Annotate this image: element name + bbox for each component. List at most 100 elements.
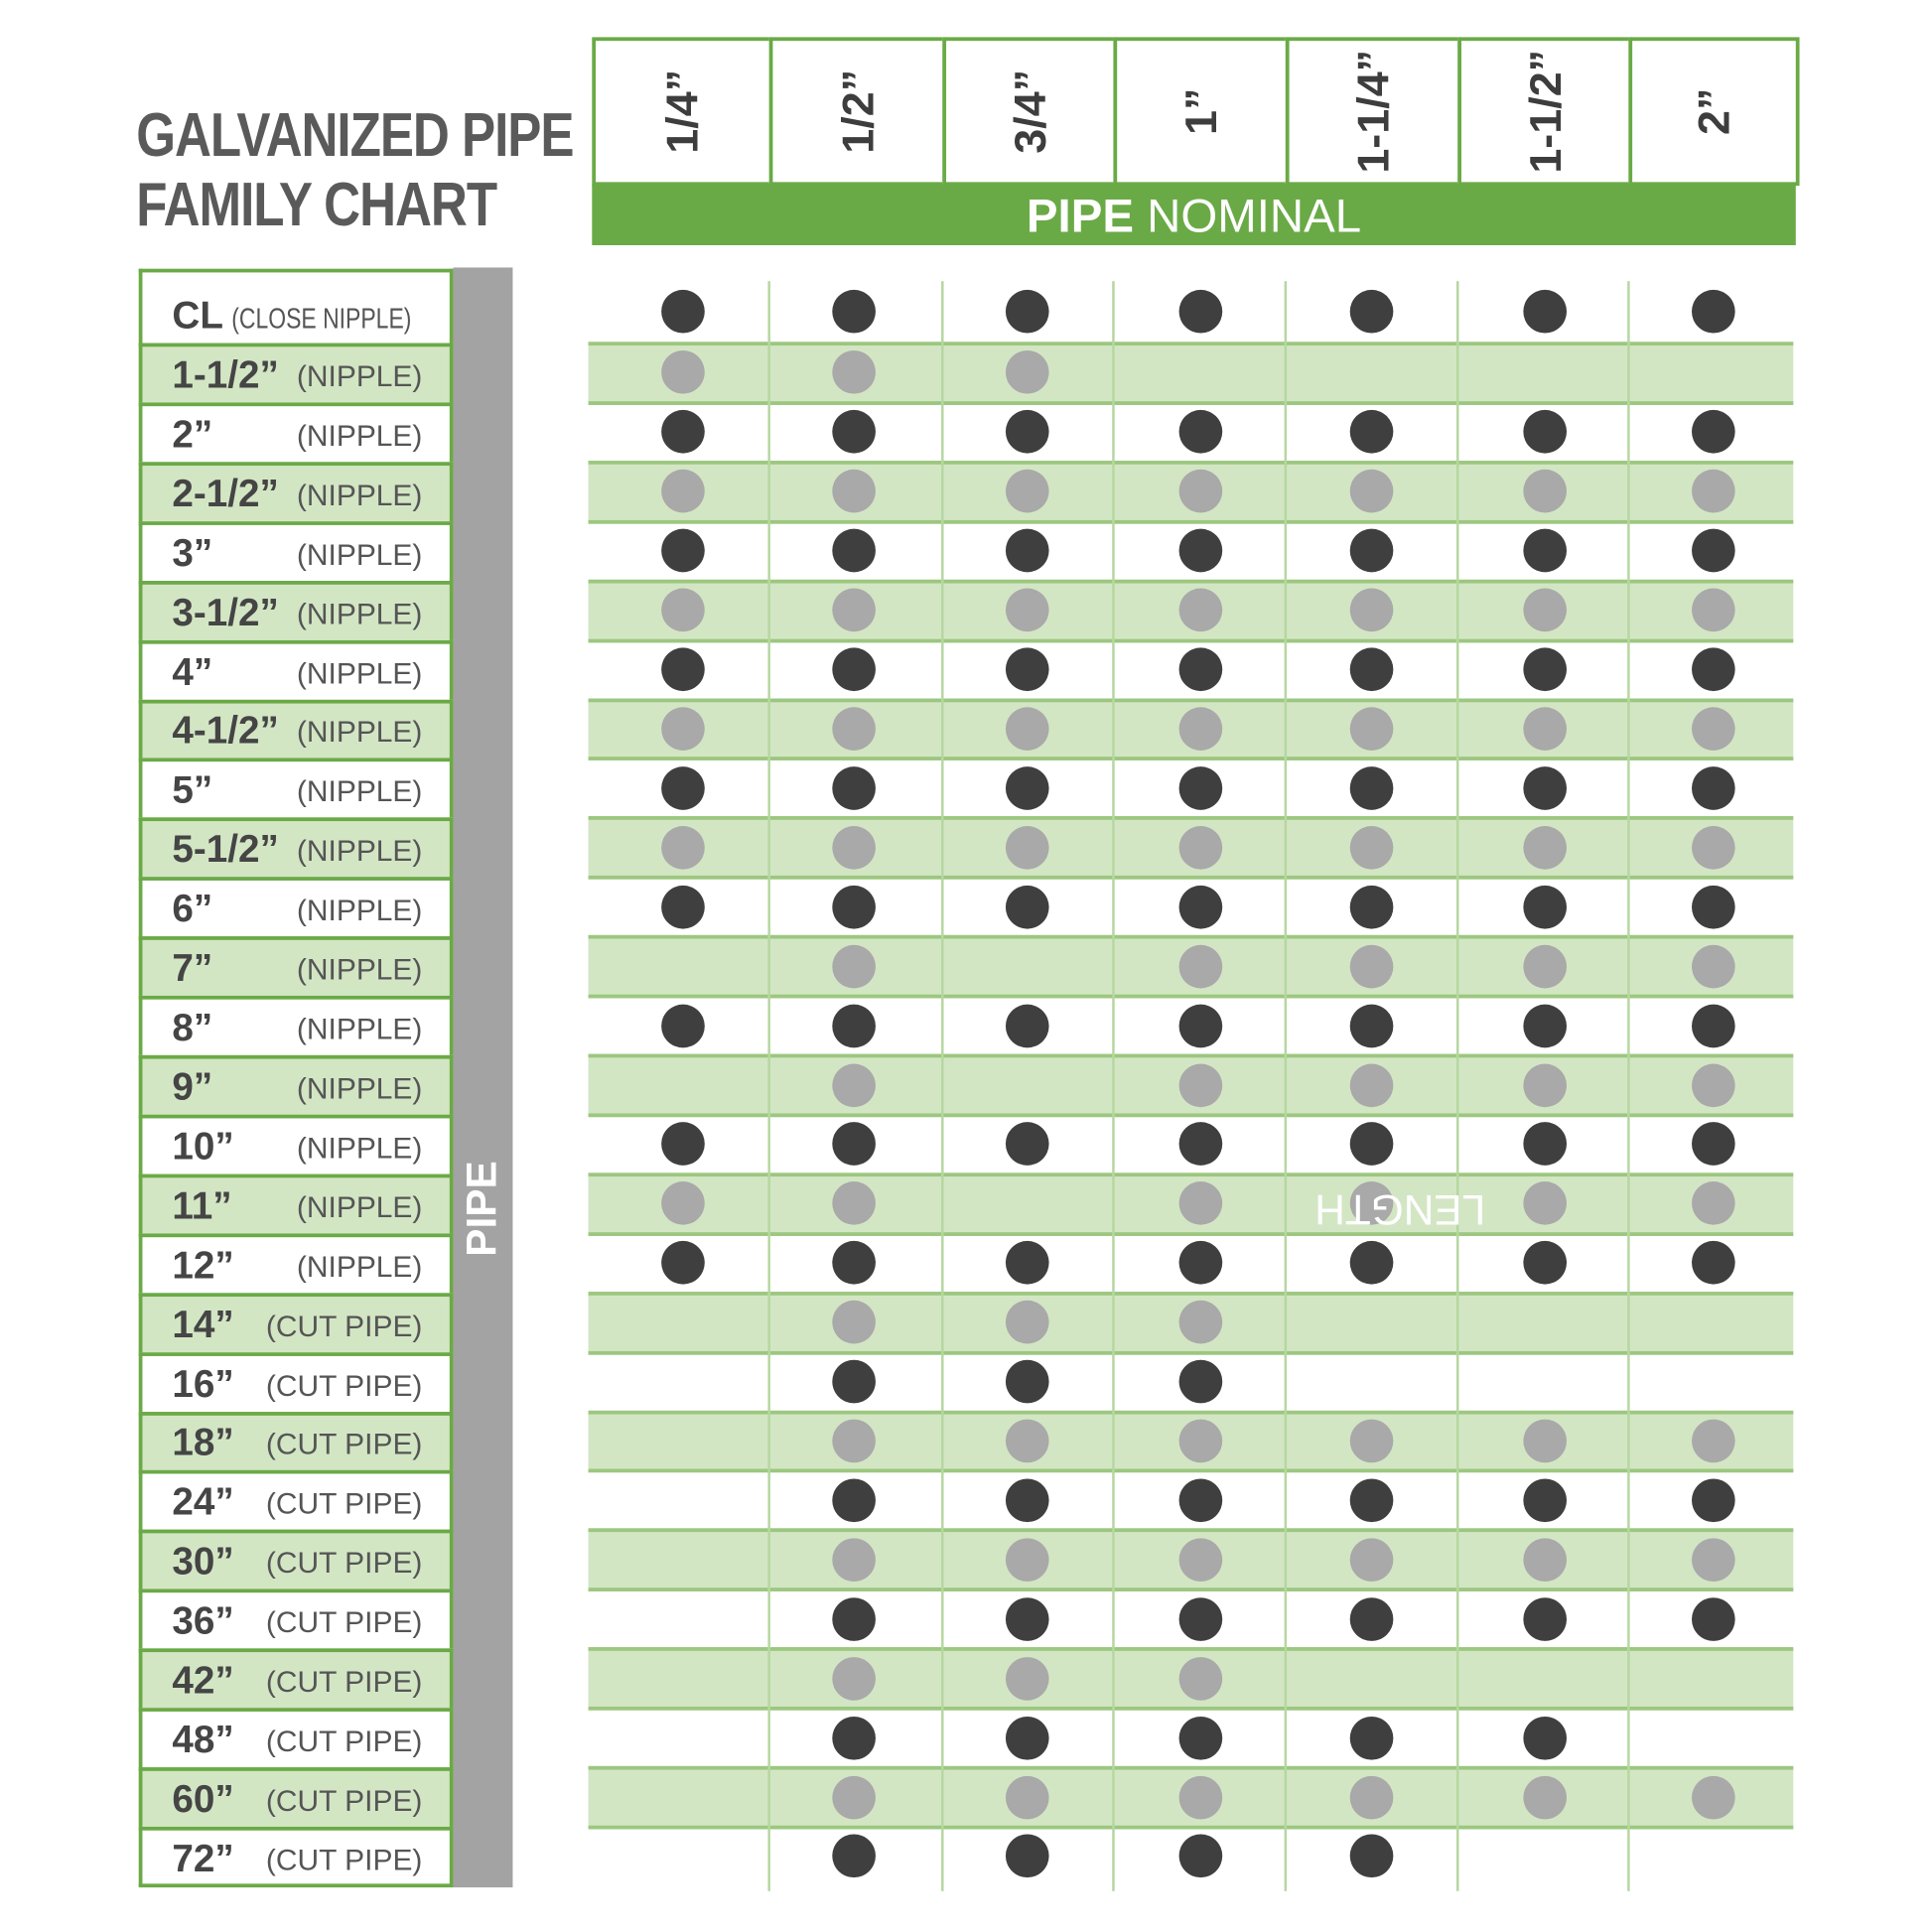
availability-dot: [1005, 1122, 1048, 1167]
availability-dot: [1522, 1716, 1567, 1760]
availability-dot: [1691, 1538, 1735, 1582]
availability-dot: [660, 410, 705, 455]
availability-dot: [831, 885, 876, 929]
availability-dot: [831, 1301, 876, 1344]
availability-dot: [660, 350, 705, 395]
availability-dot: [831, 1716, 876, 1760]
availability-dot: [831, 825, 876, 870]
availability-dot: [1691, 944, 1735, 989]
column-header: 1/4”: [592, 37, 773, 187]
column-header: 2”: [1628, 37, 1800, 187]
availability-dot: [1177, 1181, 1222, 1226]
availability-dot: [831, 1478, 876, 1523]
availability-dot: [1349, 410, 1393, 455]
row-length: 5-1/2”: [172, 827, 279, 872]
row-label: 3” (NIPPLE): [138, 520, 454, 581]
row-length: 30”: [172, 1539, 234, 1584]
row-label: 6” (NIPPLE): [138, 877, 454, 937]
availability-dot: [831, 1656, 876, 1701]
row-label: 2-1/2” (NIPPLE): [138, 462, 454, 521]
column-divider: [1284, 281, 1288, 1891]
availability-dot: [1177, 1478, 1222, 1523]
column-header-label: 1-1/2”: [1518, 49, 1571, 174]
availability-dot: [831, 766, 876, 810]
availability-dot: [1349, 825, 1393, 870]
availability-dot: [1522, 825, 1567, 870]
availability-dot: [660, 588, 705, 632]
row-type: (NIPPLE): [296, 419, 423, 454]
availability-dot: [831, 707, 876, 751]
row-label: CL (CLOSE NIPPLE): [138, 268, 454, 344]
availability-dot: [1349, 885, 1393, 929]
availability-dot: [1691, 1004, 1735, 1047]
availability-dot: [1522, 766, 1567, 810]
column-divider: [941, 281, 944, 1891]
availability-dot: [660, 1004, 705, 1047]
row-type: (NIPPLE): [296, 775, 423, 810]
row-label: 7” (NIPPLE): [138, 936, 454, 997]
availability-dot: [1691, 1241, 1735, 1285]
availability-dot: [1177, 588, 1222, 632]
availability-dot: [1005, 1656, 1048, 1701]
availability-dot: [1349, 1181, 1393, 1226]
row-type: (NIPPLE): [296, 597, 423, 631]
availability-dot: [1349, 944, 1393, 989]
availability-dot: [1522, 1241, 1567, 1285]
availability-dot: [1349, 470, 1393, 513]
chart-title-line-2: FAMILY CHART: [136, 169, 497, 239]
column-divider: [1112, 281, 1115, 1891]
availability-dot: [1005, 1596, 1048, 1641]
availability-dot: [1177, 1419, 1222, 1463]
availability-dot: [831, 350, 876, 395]
axis-label-bold: PIPE: [1026, 191, 1134, 243]
row-type: (CUT PIPE): [265, 1784, 423, 1819]
availability-dot: [1177, 707, 1222, 751]
availability-dot: [1522, 707, 1567, 751]
availability-dot: [1177, 647, 1222, 692]
row-length: 4”: [172, 649, 213, 693]
availability-dot: [831, 1062, 876, 1107]
availability-dot: [1005, 1241, 1048, 1285]
row-type: (NIPPLE): [296, 716, 423, 751]
column-header: 1”: [1113, 37, 1290, 187]
row-label: 30” (CUT PIPE): [138, 1530, 454, 1589]
row-length: 10”: [172, 1124, 234, 1169]
availability-dot: [1522, 588, 1567, 632]
row-type: (CUT PIPE): [265, 1725, 423, 1759]
row-label: 2” (NIPPLE): [138, 402, 454, 463]
row-type: (CUT PIPE): [265, 1844, 423, 1878]
column-divider: [1627, 281, 1630, 1891]
availability-dot: [1691, 1596, 1735, 1641]
availability-dot: [1349, 647, 1393, 692]
row-band: [588, 342, 1794, 405]
row-length: 4-1/2”: [172, 709, 279, 753]
row-type: (CUT PIPE): [265, 1606, 423, 1640]
row-label: 42” (CUT PIPE): [138, 1648, 454, 1709]
availability-dot: [1691, 647, 1735, 692]
availability-dot: [1349, 1419, 1393, 1463]
availability-dot: [660, 470, 705, 513]
availability-dot: [1177, 1596, 1222, 1641]
pipe-length-axis-label: PIPE LENGTH: [453, 267, 1485, 1888]
row-length: 2-1/2”: [172, 471, 279, 515]
availability-dot: [831, 470, 876, 513]
row-label: 10” (NIPPLE): [138, 1114, 454, 1174]
row-length: 24”: [172, 1480, 234, 1524]
availability-dot: [1177, 885, 1222, 929]
row-type: (NIPPLE): [296, 1250, 423, 1285]
row-type: (NIPPLE): [296, 894, 423, 928]
availability-dot: [1005, 825, 1048, 870]
availability-dot: [1691, 588, 1735, 632]
row-length: 3-1/2”: [172, 590, 279, 634]
availability-dot: [1005, 1716, 1048, 1760]
column-header-label: 1/2”: [831, 69, 883, 154]
availability-dot: [1005, 885, 1048, 929]
row-length: 42”: [172, 1658, 234, 1703]
row-label: 3-1/2” (NIPPLE): [138, 580, 454, 640]
availability-dot: [1522, 1538, 1567, 1582]
row-length: 6”: [172, 887, 213, 931]
availability-dot: [1522, 470, 1567, 513]
row-type: (NIPPLE): [296, 1131, 423, 1166]
availability-dot: [831, 410, 876, 455]
availability-dot: [1522, 1478, 1567, 1523]
